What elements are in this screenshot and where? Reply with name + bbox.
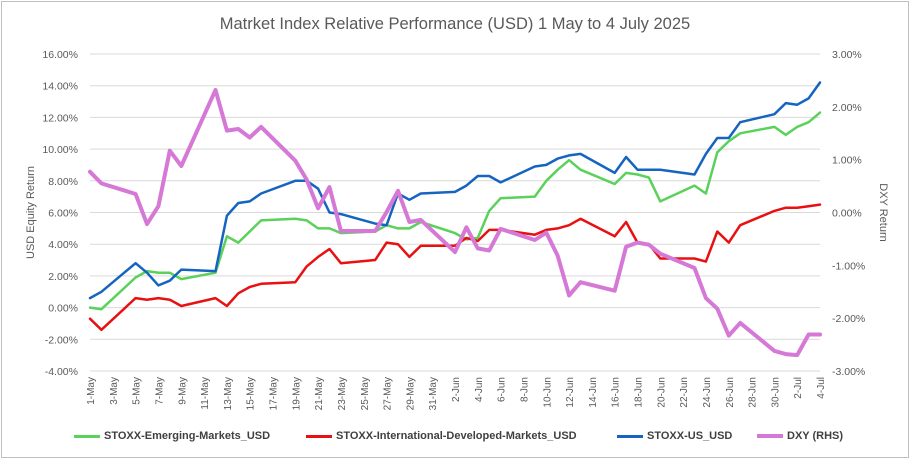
x-tick-label: 13-May [223, 377, 234, 410]
x-tick-label: 30-Jun [770, 377, 781, 408]
y2-axis-title: DXY Return [877, 183, 889, 242]
series-line-3 [88, 87, 822, 358]
legend-label: DXY (RHS) [787, 430, 844, 442]
y-tick-label: 14.00% [42, 81, 78, 93]
x-tick-label: 20-Jun [656, 377, 667, 408]
x-tick-label: 25-May [360, 377, 371, 410]
legend-item: STOXX-International-Developed-Markets_US… [306, 428, 577, 444]
legend-item: STOXX-US_USD [617, 428, 732, 444]
x-tick-label: 17-May [269, 377, 280, 410]
x-tick-label: 5-May [132, 377, 143, 405]
x-tick-label: 27-May [383, 377, 394, 410]
legend-item: DXY (RHS) [757, 428, 843, 444]
y-tick-label: 6.00% [48, 208, 78, 220]
y-tick-label: 4.00% [48, 239, 78, 251]
x-tick-label: 21-May [314, 377, 325, 410]
x-tick-label: 6-Jun [497, 377, 508, 402]
x-tick-label: 19-May [291, 377, 302, 410]
x-tick-label: 29-May [405, 377, 416, 410]
x-tick-label: 18-Jun [634, 377, 645, 408]
x-tick-label: 2-Jun [451, 377, 462, 402]
y-tick-label: 16.00% [42, 49, 78, 61]
series-line-0 [88, 111, 822, 311]
legend-label: STOXX-Emerging-Markets_USD [104, 430, 271, 442]
legend-label: STOXX-International-Developed-Markets_US… [336, 430, 577, 442]
y2-tick-label: -1.00% [832, 260, 865, 272]
y2-tick-label: -2.00% [832, 313, 865, 325]
x-tick-label: 7-May [154, 377, 165, 405]
legend-item: STOXX-Emerging-Markets_USD [74, 428, 270, 444]
x-tick-label: 1-May [86, 377, 97, 405]
y-tick-label: -4.00% [45, 366, 78, 378]
x-tick-label: 8-Jun [519, 377, 530, 402]
x-tick-label: 11-May [200, 377, 211, 410]
x-tick-label: 3-May [109, 377, 120, 405]
x-tick-label: 15-May [246, 377, 257, 410]
legend-swatch [306, 434, 332, 438]
legend-swatch [74, 434, 100, 438]
x-tick-label: 9-May [177, 377, 188, 405]
legend-swatch [757, 434, 783, 438]
y2-tick-label: 1.00% [832, 155, 862, 167]
x-tick-label: 14-Jun [588, 377, 599, 408]
x-tick-label: 28-Jun [748, 377, 759, 408]
y-tick-label: 0.00% [48, 303, 78, 315]
x-tick-label: 26-Jun [725, 377, 736, 408]
x-tick-label: 24-Jun [702, 377, 713, 408]
x-tick-label: 2-Jul [793, 377, 804, 399]
legend: STOXX-Emerging-Markets_USD STOXX-Internat… [0, 428, 910, 448]
y-tick-label: 10.00% [42, 144, 78, 156]
x-tick-label: 4-Jun [474, 377, 485, 402]
series-line-1 [88, 203, 822, 332]
legend-label: STOXX-US_USD [647, 430, 733, 442]
y2-tick-label: 2.00% [832, 102, 862, 114]
y2-tick-label: 3.00% [832, 49, 862, 61]
y2-tick-label: -3.00% [832, 366, 865, 378]
x-tick-label: 16-Jun [611, 377, 622, 408]
x-tick-label: 4-Jul [816, 377, 827, 399]
x-tick-label: 22-Jun [679, 377, 690, 408]
x-tick-label: 10-Jun [542, 377, 553, 408]
series-line-2 [88, 81, 822, 300]
x-tick-label: 23-May [337, 377, 348, 410]
legend-swatch [617, 434, 643, 438]
x-tick-label: 12-Jun [565, 377, 576, 408]
y-tick-label: 8.00% [48, 176, 78, 188]
y-axis-title: USD Equity Return [25, 166, 37, 259]
y-tick-label: 2.00% [48, 271, 78, 283]
y2-tick-label: 0.00% [832, 208, 862, 220]
y-tick-label: -2.00% [45, 334, 78, 346]
x-tick-label: 31-May [428, 377, 439, 410]
chart-title: Matrket Index Relative Performance (USD)… [220, 15, 690, 33]
y-tick-label: 12.00% [42, 112, 78, 124]
